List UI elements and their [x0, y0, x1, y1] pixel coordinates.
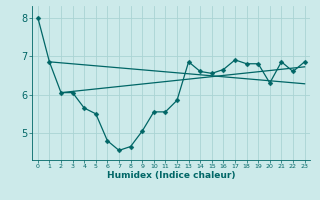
X-axis label: Humidex (Indice chaleur): Humidex (Indice chaleur) [107, 171, 236, 180]
